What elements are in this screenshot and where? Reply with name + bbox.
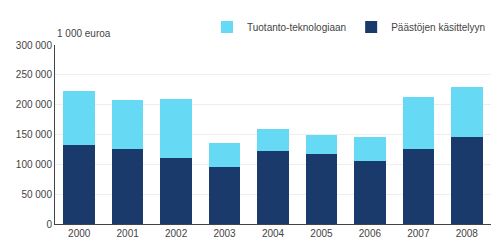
svg-text:50 000: 50 000: [21, 189, 52, 200]
svg-text:250 000: 250 000: [16, 69, 53, 80]
svg-text:2002: 2002: [165, 228, 188, 239]
svg-text:Päästöjen käsittelyyn: Päästöjen käsittelyyn: [391, 22, 485, 33]
svg-text:2001: 2001: [117, 228, 140, 239]
svg-text:Tuotanto-teknologiaan: Tuotanto-teknologiaan: [247, 22, 346, 33]
svg-text:2003: 2003: [213, 228, 236, 239]
svg-text:300 000: 300 000: [16, 40, 53, 51]
svg-text:2008: 2008: [456, 228, 479, 239]
svg-text:200 000: 200 000: [16, 99, 53, 110]
svg-text:150 000: 150 000: [16, 129, 53, 140]
svg-text:2007: 2007: [407, 228, 430, 239]
svg-text:2006: 2006: [359, 228, 382, 239]
svg-text:2004: 2004: [262, 228, 285, 239]
svg-text:2005: 2005: [310, 228, 333, 239]
svg-text:1 000 euroa: 1 000 euroa: [57, 28, 111, 39]
svg-text:2000: 2000: [68, 228, 91, 239]
svg-text:0: 0: [46, 219, 52, 230]
svg-text:100 000: 100 000: [16, 159, 53, 170]
